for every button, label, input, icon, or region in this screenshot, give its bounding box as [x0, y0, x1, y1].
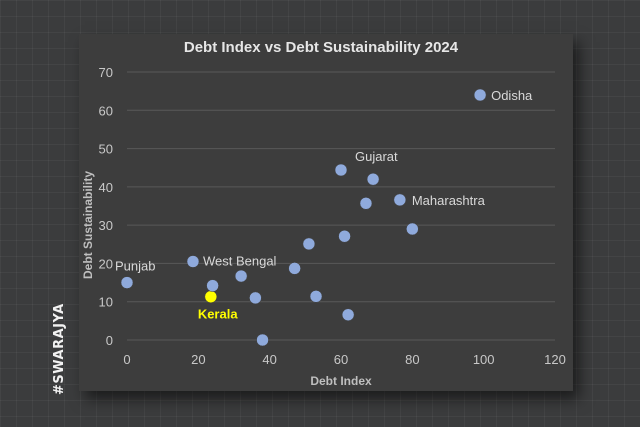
data-point-kerala [204, 290, 218, 303]
y-tick-label: 50 [99, 142, 113, 157]
y-axis-title: Debt Sustainability [81, 171, 95, 279]
x-tick-label: 80 [405, 352, 419, 367]
x-tick-label: 20 [191, 352, 205, 367]
x-tick-label: 100 [473, 352, 495, 367]
chart-card: Debt Index vs Debt Sustainability 2024 0… [79, 34, 573, 391]
data-label: Odisha [491, 88, 533, 103]
x-axis-title: Debt Index [310, 374, 372, 388]
data-labels: Punjab West Bengal Kerala Gujarat Maharashtr… [115, 88, 533, 322]
data-point [288, 262, 301, 275]
data-point [366, 172, 380, 186]
chart-title: Debt Index vs Debt Sustainability 2024 [184, 39, 459, 56]
scatter-chart: Debt Index vs Debt Sustainability 2024 0… [81, 39, 566, 388]
data-label: Maharashtra [412, 193, 486, 208]
y-tick-label: 30 [99, 218, 113, 233]
data-label: West Bengal [203, 254, 277, 269]
data-point [249, 291, 262, 305]
data-point [234, 269, 248, 283]
y-tick-label: 20 [99, 256, 113, 271]
y-axis-ticks: 0 10 20 30 40 50 60 70 [99, 65, 113, 348]
y-tick-label: 0 [106, 333, 113, 348]
data-point-punjab [120, 276, 134, 289]
data-point-gujarat [334, 163, 348, 177]
x-tick-label: 60 [334, 352, 348, 367]
data-point-maharashtra [393, 193, 407, 207]
x-tick-label: 40 [262, 352, 276, 367]
data-points [120, 88, 487, 347]
data-point [256, 333, 269, 347]
data-point-odisha [473, 88, 487, 102]
data-point [359, 197, 373, 210]
x-tick-label: 120 [544, 352, 566, 367]
y-tick-label: 70 [99, 65, 113, 80]
x-tick-label: 0 [123, 352, 130, 367]
data-point [206, 279, 219, 292]
watermark-text: #SWARAJYA [52, 303, 67, 395]
data-label: Gujarat [355, 149, 398, 164]
data-point [338, 229, 351, 243]
x-axis-ticks: 0 20 40 60 80 100 120 [123, 352, 565, 367]
data-label: Punjab [115, 259, 155, 274]
data-point [309, 290, 323, 303]
grid-lines [127, 71, 555, 341]
data-point-west-bengal [186, 255, 200, 268]
y-tick-label: 10 [99, 295, 113, 310]
data-point [406, 222, 419, 236]
data-point [341, 308, 355, 321]
y-tick-label: 60 [99, 103, 113, 118]
data-point [302, 237, 316, 251]
data-label: Kerala [198, 307, 239, 322]
y-tick-label: 40 [99, 180, 113, 195]
